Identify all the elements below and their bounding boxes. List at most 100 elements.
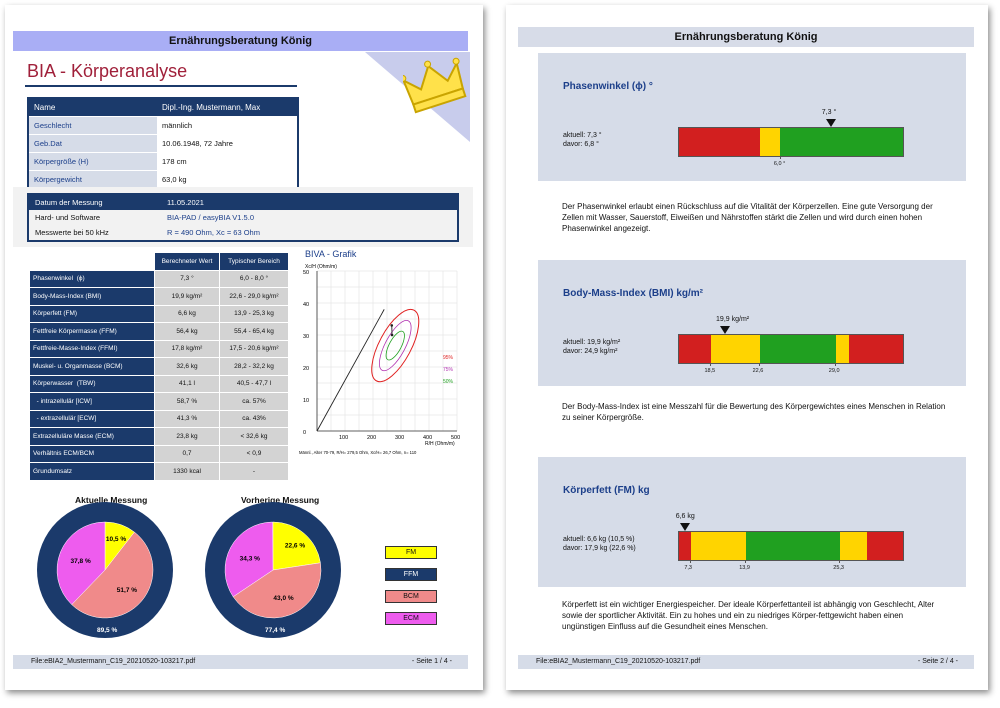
result-calculated: 41,1 l	[154, 374, 220, 393]
measurement-info-table: Datum der Messung 11.05.2021 Hard- und Sof…	[27, 193, 459, 242]
result-name: Extrazelluläre Masse (ECM)	[29, 427, 155, 446]
result-calculated: 19,9 kg/m²	[154, 287, 220, 306]
pie-label-ffm: 89,5 %	[97, 627, 117, 634]
result-typical: 6,0 - 8,0 °	[219, 269, 289, 288]
current-value: aktuell: 7,3 °	[563, 132, 602, 139]
result-row: Muskel- u. Organmasse (BCM) 32,6 kg 28,2 -…	[29, 357, 289, 376]
measurement-value: R = 490 Ohm, Xc = 63 Ohm	[167, 228, 260, 237]
result-name: Grundumsatz	[29, 462, 155, 481]
biva-x-tick: 400	[423, 435, 432, 441]
pie-label-ecm: 37,8 %	[71, 558, 91, 565]
footer-page-number: - Seite 2 / 4 -	[917, 658, 958, 665]
result-name: Verhältnis ECM/BCM	[29, 444, 155, 463]
result-calculated: 32,6 kg	[154, 357, 220, 376]
result-row: Phasenwinkel (ϕ) 7,3 ° 6,0 - 8,0 °	[29, 269, 289, 288]
person-row: Körpergewicht 63,0 kg	[28, 170, 298, 190]
pie-legend-fm: FM	[385, 546, 437, 559]
biva-y-tick: 50	[303, 270, 309, 276]
biva-legend-item: 95%	[443, 355, 454, 361]
result-row: Körperfett (FM) 6,6 kg 13,9 - 25,3 kg	[29, 304, 289, 323]
gauge-segment	[759, 335, 836, 363]
biva-x-tick: 500	[451, 435, 460, 441]
person-row: Name Dipl.-Ing. Mustermann, Max	[28, 98, 298, 117]
result-typical: 22,6 - 29,0 kg/m²	[219, 287, 289, 306]
range-gauge	[678, 531, 904, 561]
gauge-section: Body-Mass-Index (BMI) kg/m² aktuell: 19,9…	[538, 260, 966, 386]
gauge-tick-mark	[745, 560, 747, 563]
measurement-label: Datum der Messung	[28, 194, 161, 210]
result-typical: 17,5 - 20,6 kg/m²	[219, 339, 289, 358]
result-typical: ca. 57%	[219, 392, 289, 411]
biva-ellipse-50	[385, 330, 405, 361]
results-header-row: Berechneter Wert Typischer Bereich	[29, 252, 289, 271]
previous-value: davor: 24,9 kg/m²	[563, 348, 618, 355]
gauge-tick-label: 25,3	[833, 565, 844, 571]
result-name: Muskel- u. Organmasse (BCM)	[29, 357, 155, 376]
biva-note: Männl., Alter 70-79, R/H= 279,5 Ohm, Xc/…	[299, 450, 417, 455]
section-title: Körperfett (FM) kg	[563, 485, 650, 496]
pie-label-ffm: 77,4 %	[265, 627, 285, 634]
result-calculated: 7,3 °	[154, 269, 220, 288]
person-label: Körpergewicht	[28, 170, 157, 190]
crown-logo	[403, 57, 467, 114]
gauge-marker-label: 7,3 °	[821, 109, 837, 116]
biva-y-tick: 30	[303, 334, 309, 340]
result-name: Body-Mass-Index (BMI)	[29, 287, 155, 306]
biva-y-tick: 10	[303, 398, 309, 404]
person-info-table: Name Dipl.-Ing. Mustermann, Max Geschlecht…	[27, 97, 299, 190]
gauge-segment	[849, 335, 903, 363]
gauge-tick-mark	[839, 560, 841, 563]
biva-legend-item: 75%	[443, 367, 454, 373]
report-page-1: Ernährungsberatung König BIA - Körperana…	[5, 5, 483, 690]
person-row: Körpergröße (H) 178 cm	[28, 152, 298, 171]
body-composition-pies: 10,5 % 51,7 % 37,8 % 89,5 % 22,6 % 43,0 % 34,3…	[37, 502, 341, 638]
result-row: Grundumsatz 1330 kcal -	[29, 462, 289, 481]
section-description: Der Body-Mass-Index ist eine Messzahl fü…	[562, 402, 946, 422]
results-header-typ: Typischer Bereich	[219, 252, 289, 271]
gauge-tick-mark	[758, 363, 760, 366]
gauge-marker	[720, 326, 731, 334]
gauge-tick-label: 18,5	[704, 368, 716, 374]
pie-label-fm: 10,5 %	[106, 536, 126, 543]
pie-slice-bcm	[232, 562, 322, 619]
results-header-blank	[29, 252, 155, 271]
gauge-section: Phasenwinkel (ϕ) ° aktuell: 7,3 ° davor: 6…	[538, 53, 966, 181]
measurement-label: Hard- und Software	[35, 213, 101, 222]
gauge-tick-label: 29,0	[828, 368, 840, 374]
gauge-segment	[711, 335, 760, 363]
biva-y-tick: 40	[303, 302, 309, 308]
result-typical: 55,4 - 65,4 kg	[219, 322, 289, 341]
previous-value: davor: 17,9 kg (22,6 %)	[563, 545, 636, 552]
report-page-2: Ernährungsberatung König File:eBIA2_Must…	[506, 5, 988, 690]
result-row: Körperwasser (TBW) 41,1 l 40,5 - 47,7 l	[29, 374, 289, 393]
measurement-row: Messwerte bei 50 kHz R = 490 Ohm, Xc = 63…	[28, 225, 458, 241]
biva-x-tick: 100	[339, 435, 348, 441]
result-name: Fettfreie Körpermasse (FFM)	[29, 322, 155, 341]
title-underline	[25, 85, 297, 87]
pie-label-bcm: 51,7 %	[117, 587, 137, 594]
gauge-segment	[746, 532, 841, 560]
pie-label-ecm: 34,3 %	[240, 556, 260, 563]
footer-filename: File:eBIA2_Mustermann_C19_20210520-10321…	[536, 658, 701, 665]
gauge-segment	[835, 335, 850, 363]
gauge-segment	[691, 532, 747, 560]
footer-filename: File:eBIA2_Mustermann_C19_20210520-10321…	[31, 658, 196, 665]
result-row: Extrazelluläre Masse (ECM) 23,8 kg < 32,6 …	[29, 427, 289, 446]
measurement-value: BIA-PAD / easyBIA V1.5.0	[167, 213, 254, 222]
gauge-tick-label: 22,6	[752, 368, 764, 374]
person-value: männlich	[157, 116, 298, 135]
result-calculated: 41,3 %	[154, 409, 220, 428]
biva-vector-line	[316, 309, 385, 432]
gauge-segment	[679, 335, 712, 363]
section-description: Der Phasenwinkel erlaubt einen Rückschlu…	[562, 202, 933, 233]
pie-legend-bcm: BCM	[385, 590, 437, 603]
page-header: Ernährungsberatung König	[518, 27, 974, 47]
result-calculated: 56,4 kg	[154, 322, 220, 341]
person-value: Dipl.-Ing. Mustermann, Max	[157, 98, 298, 117]
pie-legend-ffm: FFM	[385, 568, 437, 581]
current-value: aktuell: 6,6 kg (10,5 %)	[563, 536, 635, 543]
gauge-tick-mark	[779, 156, 781, 159]
current-value: aktuell: 19,9 kg/m²	[563, 339, 621, 346]
measurement-value: 11.05.2021	[161, 194, 458, 210]
result-calculated: 0,7	[154, 444, 220, 463]
